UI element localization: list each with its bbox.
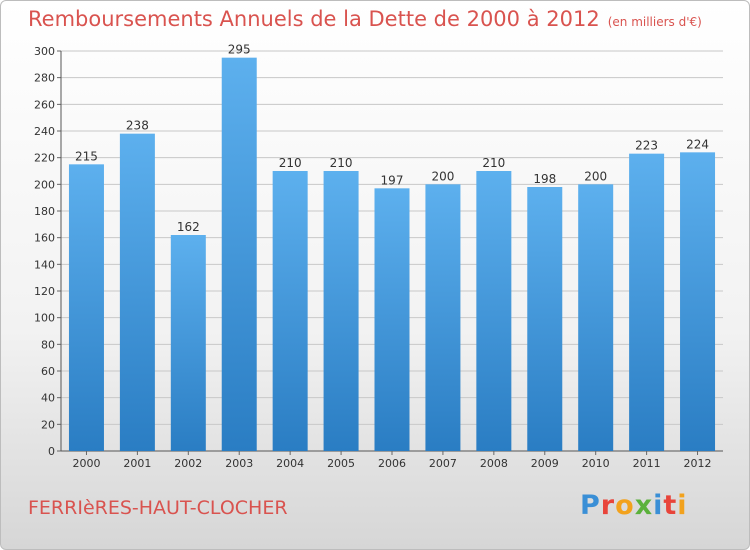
x-tick-label: 2010 (582, 457, 610, 470)
data-label: 210 (279, 156, 302, 170)
x-tick-label: 2001 (123, 457, 151, 470)
y-tick-label: 120 (34, 285, 55, 298)
logo-letter: t (663, 490, 678, 521)
x-tick-label: 2002 (174, 457, 202, 470)
data-label: 223 (635, 139, 658, 153)
logo-letter: P (580, 490, 601, 521)
bar (119, 133, 155, 451)
bar (527, 187, 563, 451)
logo-letter: i (653, 490, 664, 521)
y-tick-label: 60 (41, 365, 55, 378)
x-tick-label: 2005 (327, 457, 355, 470)
y-tick-label: 280 (34, 72, 55, 85)
bar (578, 184, 614, 452)
data-label: 198 (533, 172, 556, 186)
bar (272, 171, 308, 451)
bar (374, 188, 410, 452)
bar (323, 171, 359, 451)
data-label: 224 (686, 137, 709, 151)
y-tick-label: 100 (34, 312, 55, 325)
x-tick-label: 2008 (480, 457, 508, 470)
data-label: 200 (584, 169, 607, 183)
chart-title-text: Remboursements Annuels de la Dette de 20… (28, 7, 600, 31)
bar (425, 184, 461, 452)
y-tick-label: 240 (34, 125, 55, 138)
x-tick-label: 2011 (633, 457, 661, 470)
y-tick-label: 0 (48, 445, 55, 458)
x-tick-label: 2004 (276, 457, 304, 470)
data-label: 238 (126, 119, 149, 133)
bar (221, 57, 257, 452)
y-tick-label: 40 (41, 392, 55, 405)
data-label: 295 (228, 43, 251, 57)
bar (680, 152, 716, 452)
x-tick-label: 2012 (684, 457, 712, 470)
chart-unit: (en milliers d'€) (607, 15, 702, 29)
bar (476, 171, 512, 451)
x-tick-label: 2009 (531, 457, 559, 470)
y-tick-label: 80 (41, 338, 55, 351)
logo-letter: o (615, 490, 635, 521)
y-tick-label: 20 (41, 418, 55, 431)
y-tick-label: 160 (34, 232, 55, 245)
x-tick-label: 2003 (225, 457, 253, 470)
y-tick-label: 200 (34, 178, 55, 191)
x-tick-label: 2006 (378, 457, 406, 470)
bar (68, 164, 104, 452)
x-tick-label: 2000 (72, 457, 100, 470)
x-tick-label: 2007 (429, 457, 457, 470)
logo-letter: i (677, 490, 688, 521)
commune-name: FERRIèRES-HAUT-CLOCHER (28, 497, 288, 519)
bar (629, 153, 665, 451)
y-tick-label: 180 (34, 205, 55, 218)
data-label: 215 (75, 149, 98, 163)
data-label: 162 (177, 220, 200, 234)
data-label: 197 (381, 173, 404, 187)
y-tick-label: 140 (34, 258, 55, 271)
data-label: 210 (482, 156, 505, 170)
data-label: 210 (330, 156, 353, 170)
y-tick-label: 300 (34, 45, 55, 58)
data-label: 200 (431, 169, 454, 183)
chart-title: Remboursements Annuels de la Dette de 20… (28, 7, 702, 31)
bar (170, 235, 206, 451)
y-tick-label: 220 (34, 152, 55, 165)
logo-letter: r (600, 490, 616, 521)
proxiti-logo: Proxiti (580, 490, 688, 521)
y-tick-label: 260 (34, 98, 55, 111)
logo-letter: x (634, 490, 654, 521)
